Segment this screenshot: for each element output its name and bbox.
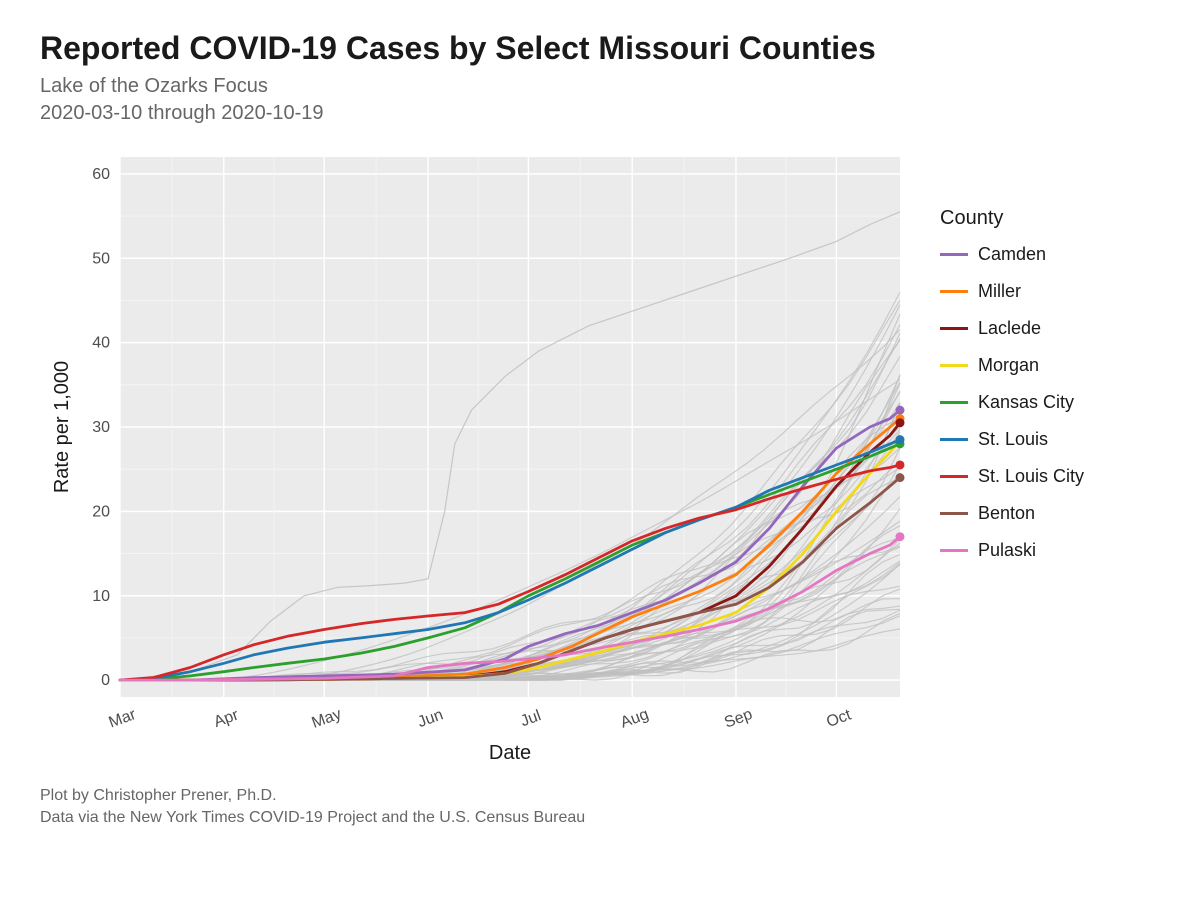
x-tick-label: Aug: [618, 706, 651, 732]
legend-label: Benton: [978, 503, 1035, 524]
legend-item: St. Louis City: [940, 466, 1084, 487]
legend-swatch: [940, 290, 968, 293]
x-tick-label: May: [310, 706, 344, 732]
y-tick-label: 30: [92, 419, 110, 436]
legend-swatch: [940, 438, 968, 441]
legend-item: Morgan: [940, 355, 1084, 376]
legend-title: County: [940, 207, 1084, 230]
subtitle-line-2: 2020-03-10 through 2020-10-19: [40, 102, 324, 124]
series-endpoint: [896, 406, 905, 415]
x-tick-label: Jul: [518, 707, 543, 730]
legend-label: Camden: [978, 244, 1046, 265]
chart-title: Reported COVID-19 Cases by Select Missou…: [40, 30, 1160, 67]
legend-item: Benton: [940, 503, 1084, 524]
legend-items: Camden Miller Laclede Morgan Kansas City St. …: [940, 244, 1084, 561]
legend-swatch: [940, 401, 968, 404]
legend-label: Miller: [978, 281, 1021, 302]
series-endpoint: [896, 460, 905, 469]
legend-swatch: [940, 475, 968, 478]
legend-item: Laclede: [940, 318, 1084, 339]
chart-wrap: 0 10 20 30 40 50 60 Mar Apr May Jun Jul Aug Sep Oct Rat…: [40, 137, 1160, 777]
legend-swatch: [940, 549, 968, 552]
legend-label: St. Louis: [978, 429, 1048, 450]
legend-item: Pulaski: [940, 540, 1084, 561]
legend-item: Miller: [940, 281, 1084, 302]
legend-label: Kansas City: [978, 392, 1074, 413]
legend-label: Pulaski: [978, 540, 1036, 561]
legend-swatch: [940, 512, 968, 515]
series-endpoint: [896, 532, 905, 541]
legend-swatch: [940, 327, 968, 330]
legend-item: St. Louis: [940, 429, 1084, 450]
y-tick-label: 20: [92, 503, 110, 520]
x-axis-label: Date: [489, 742, 531, 764]
caption-line-1: Plot by Christopher Prener, Ph.D.: [40, 787, 277, 804]
chart-page: Reported COVID-19 Cases by Select Missou…: [0, 0, 1200, 900]
x-tick-label: Sep: [722, 706, 755, 732]
y-tick-label: 60: [92, 166, 110, 183]
y-axis-label: Rate per 1,000: [51, 361, 73, 493]
x-tick-label: Apr: [212, 706, 242, 731]
subtitle-line-1: Lake of the Ozarks Focus: [40, 75, 268, 97]
legend: County Camden Miller Laclede Morgan Kansas C…: [920, 137, 1084, 777]
y-tick-label: 50: [92, 250, 110, 267]
legend-swatch: [940, 364, 968, 367]
chart-subtitle: Lake of the Ozarks Focus 2020-03-10 thro…: [40, 73, 1160, 127]
x-tick-label: Jun: [415, 706, 445, 731]
legend-item: Kansas City: [940, 392, 1084, 413]
y-tick-label: 10: [92, 588, 110, 605]
y-tick-label: 0: [101, 672, 110, 689]
legend-label: Morgan: [978, 355, 1039, 376]
legend-item: Camden: [940, 244, 1084, 265]
x-tick-label: Oct: [824, 706, 854, 731]
caption-line-2: Data via the New York Times COVID-19 Pro…: [40, 809, 585, 826]
series-endpoint: [896, 473, 905, 482]
line-chart: 0 10 20 30 40 50 60 Mar Apr May Jun Jul Aug Sep Oct Rat…: [40, 137, 920, 777]
x-tick-label: Mar: [107, 706, 139, 732]
caption: Plot by Christopher Prener, Ph.D. Data v…: [40, 785, 1160, 828]
series-endpoint: [896, 435, 905, 444]
y-tick-label: 40: [92, 335, 110, 352]
series-endpoint: [896, 418, 905, 427]
legend-swatch: [940, 253, 968, 256]
legend-label: St. Louis City: [978, 466, 1084, 487]
legend-label: Laclede: [978, 318, 1041, 339]
